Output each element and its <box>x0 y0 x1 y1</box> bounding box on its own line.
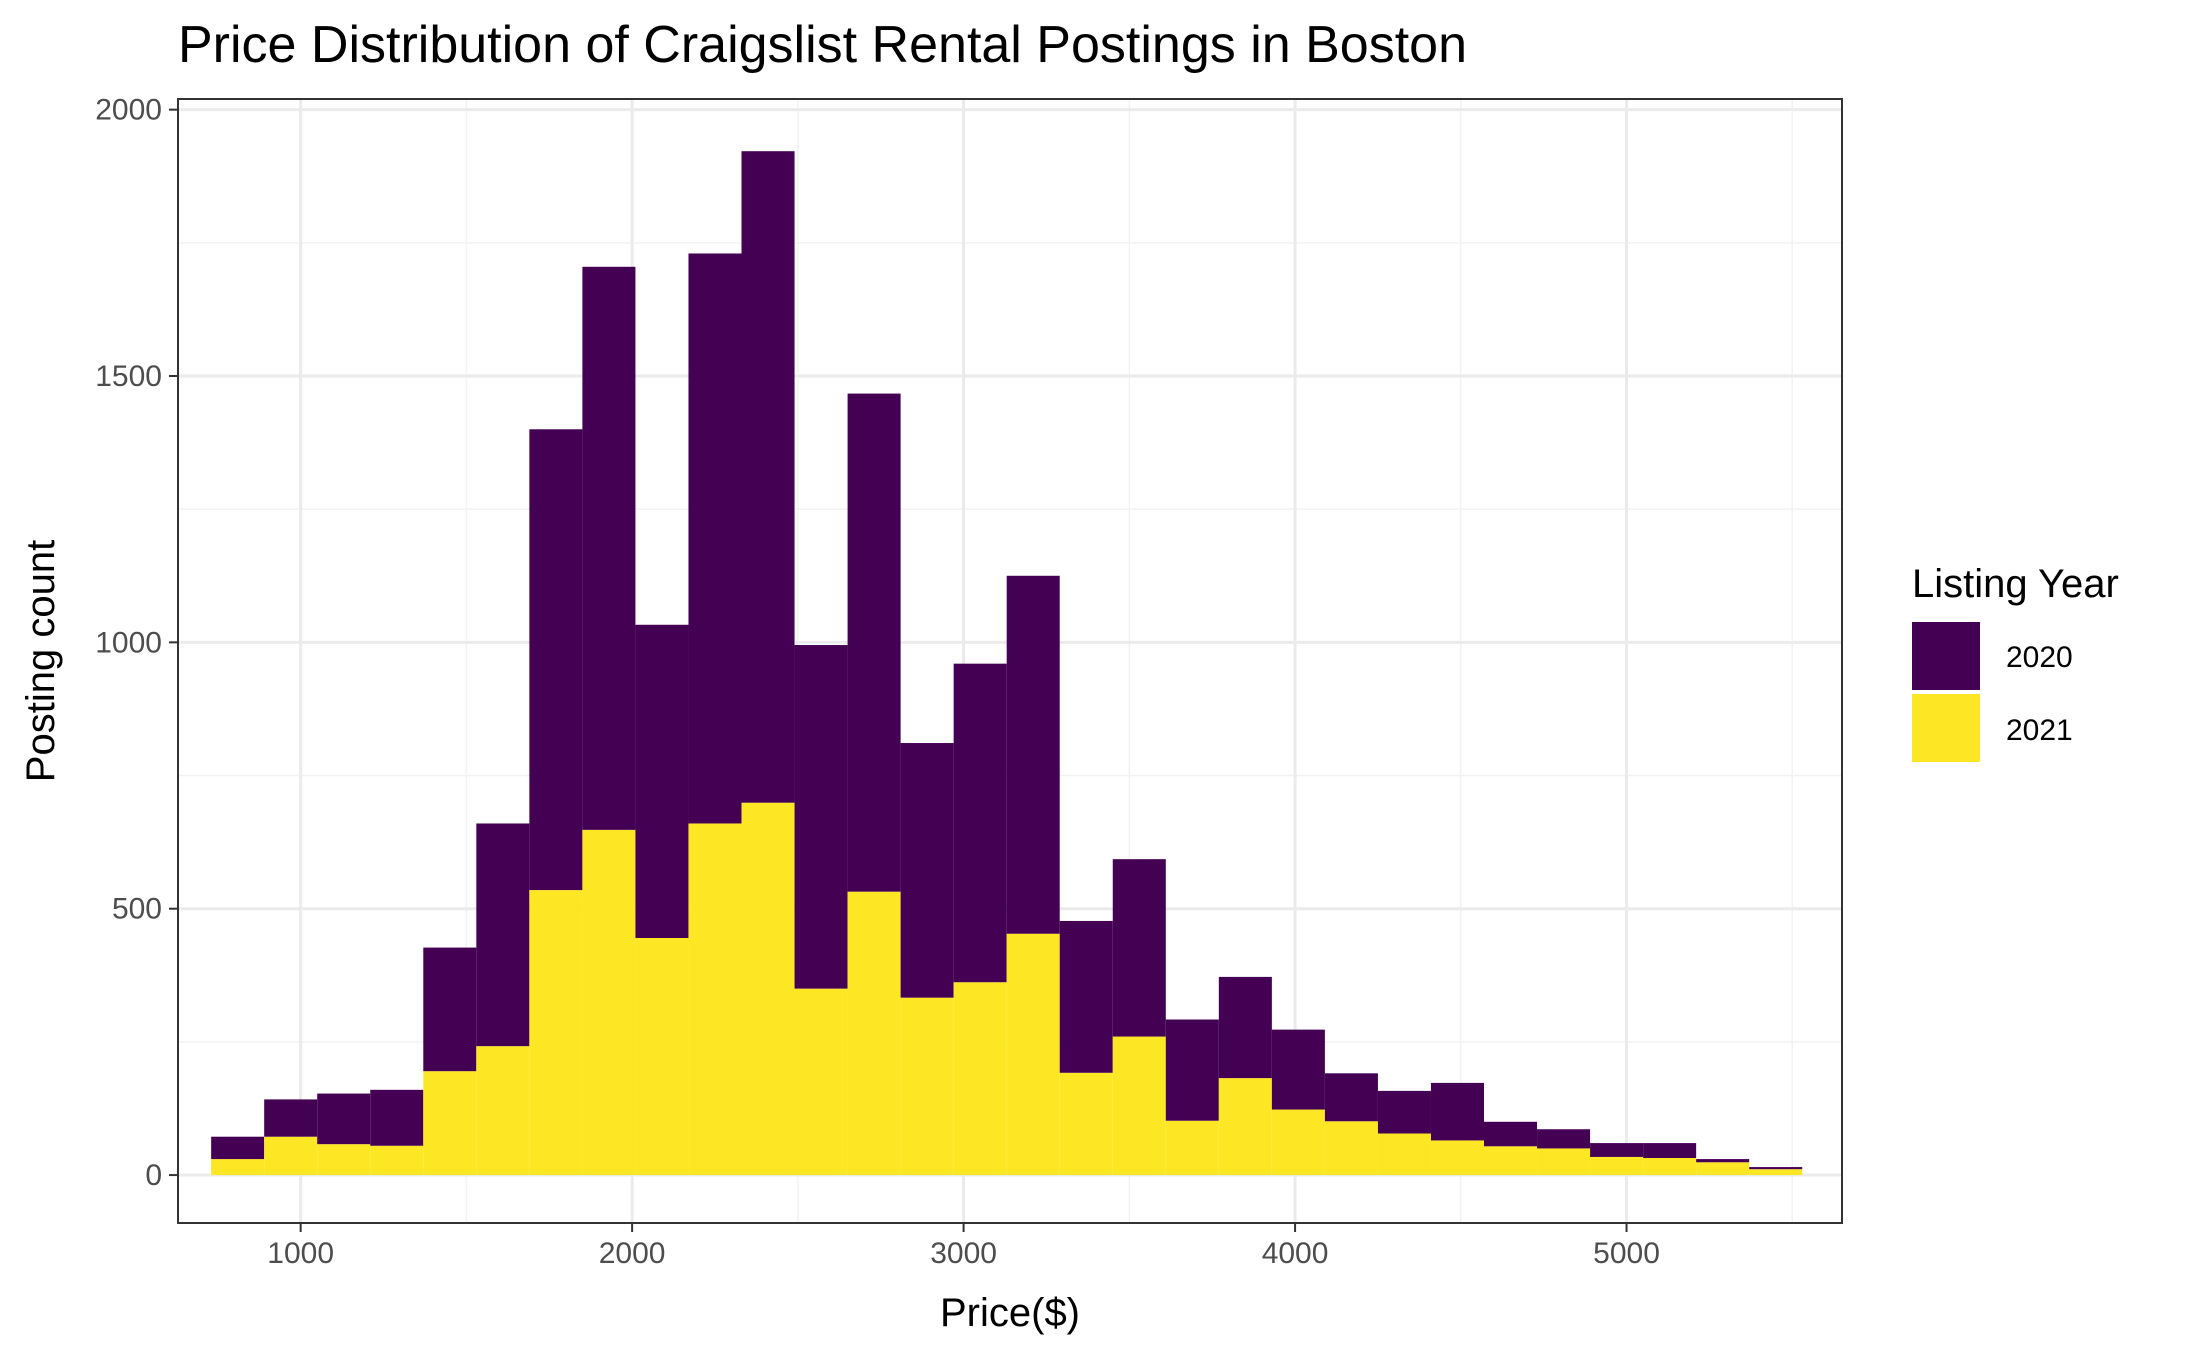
bar-2020 <box>1006 575 1060 934</box>
bar-2021 <box>900 997 954 1176</box>
bar-2020 <box>1324 1073 1378 1122</box>
bar-2020 <box>953 663 1007 983</box>
bar-2021 <box>1377 1133 1431 1176</box>
bar-2021 <box>1643 1158 1697 1176</box>
bar-2021 <box>529 890 583 1176</box>
legend-key-2020 <box>1912 622 1980 690</box>
bar-2020 <box>317 1093 371 1145</box>
x-tick-label: 3000 <box>930 1237 997 1270</box>
bar-2021 <box>1165 1120 1219 1176</box>
bar-2021 <box>1006 933 1060 1176</box>
bar-2020 <box>1696 1159 1750 1163</box>
bar-2020 <box>423 947 477 1072</box>
bar-2020 <box>529 429 583 891</box>
bar-2020 <box>1643 1143 1697 1159</box>
bar-2020 <box>1271 1029 1325 1110</box>
bar-2021 <box>1590 1156 1644 1176</box>
x-tick-label: 1000 <box>267 1237 334 1270</box>
bar-2021 <box>847 891 901 1176</box>
bar-2021 <box>211 1159 265 1176</box>
y-tick-label: 2000 <box>95 94 162 127</box>
bar-2021 <box>1324 1121 1378 1176</box>
bar-2021 <box>688 823 742 1176</box>
legend-title: Listing Year <box>1912 562 2119 606</box>
chart-title: Price Distribution of Craigslist Rental … <box>178 16 1467 74</box>
legend: Listing Year 2020 2021 <box>1912 562 2119 762</box>
legend-label-2020: 2020 <box>2006 641 2073 674</box>
bar-2021 <box>1537 1148 1591 1176</box>
bar-2021 <box>370 1145 424 1176</box>
bar-2021 <box>582 829 636 1176</box>
bar-2020 <box>370 1089 424 1146</box>
bar-2020 <box>1749 1167 1803 1170</box>
bar-2021 <box>953 982 1007 1176</box>
bar-2021 <box>264 1136 318 1176</box>
bar-2021 <box>1696 1162 1750 1176</box>
x-tick-label: 4000 <box>1262 1237 1329 1270</box>
bar-2021 <box>1430 1140 1485 1176</box>
bar-2020 <box>476 823 530 1047</box>
bar-2020 <box>688 253 742 824</box>
bar-2020 <box>847 393 901 892</box>
bar-2020 <box>1059 920 1113 1073</box>
bar-2021 <box>1112 1036 1166 1176</box>
x-tick-label: 2000 <box>599 1237 666 1270</box>
bar-2021 <box>635 938 689 1176</box>
bar-2021 <box>423 1071 477 1176</box>
y-tick-label: 1500 <box>95 360 162 393</box>
bar-2020 <box>741 151 795 803</box>
x-axis-title: Price($) <box>940 1291 1080 1335</box>
bar-2020 <box>264 1099 318 1137</box>
bar-2020 <box>1377 1090 1431 1134</box>
bar-2021 <box>476 1046 530 1176</box>
bar-2020 <box>1112 859 1166 1037</box>
bar-2020 <box>635 624 689 939</box>
bar-2021 <box>741 802 795 1176</box>
bar-2021 <box>1218 1078 1272 1176</box>
plot-panel-border <box>177 98 1843 1224</box>
y-tick-label: 500 <box>112 893 162 926</box>
bar-2020 <box>582 266 636 830</box>
bar-2021 <box>1271 1109 1325 1176</box>
bar-2020 <box>1218 976 1272 1079</box>
legend-key-2021 <box>1912 694 1980 762</box>
axis-ticks: 1000 2000 3000 4000 5000 0 500 1000 1500 2000 <box>95 94 1660 1270</box>
bar-2021 <box>794 988 848 1176</box>
bar-2020 <box>1537 1129 1591 1149</box>
bar-2020 <box>1590 1143 1644 1157</box>
bar-2021 <box>1749 1169 1803 1176</box>
bar-2020 <box>794 645 848 989</box>
bar-2020 <box>211 1136 265 1160</box>
bar-2020 <box>900 743 954 998</box>
bar-2021 <box>317 1144 371 1176</box>
bar-2020 <box>1484 1121 1538 1147</box>
y-tick-label: 0 <box>145 1159 162 1192</box>
plot-bars <box>211 151 1803 1176</box>
y-tick-label: 1000 <box>95 626 162 659</box>
bar-2020 <box>1165 1019 1219 1121</box>
x-tick-label: 5000 <box>1593 1237 1660 1270</box>
bar-2021 <box>1484 1146 1538 1176</box>
legend-label-2021: 2021 <box>2006 714 2073 747</box>
bar-2021 <box>1059 1072 1113 1176</box>
y-axis-title: Posting count <box>19 540 63 782</box>
bar-2020 <box>1430 1082 1485 1141</box>
